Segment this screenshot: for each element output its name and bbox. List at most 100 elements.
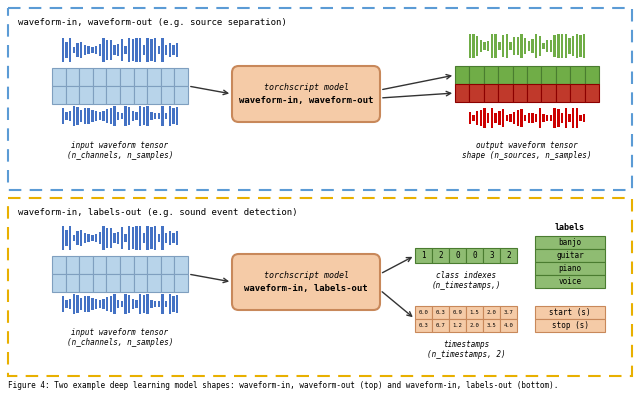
Bar <box>476 111 479 125</box>
Text: 3: 3 <box>489 251 494 260</box>
Text: waveform-in, waveform-out: waveform-in, waveform-out <box>239 96 373 105</box>
Bar <box>157 301 160 307</box>
Bar <box>102 38 104 62</box>
Bar <box>136 38 138 62</box>
Bar <box>484 66 498 84</box>
Bar <box>106 109 108 123</box>
Text: (n_channels, n_samples): (n_channels, n_samples) <box>67 151 173 160</box>
Bar <box>65 68 79 86</box>
Bar <box>65 86 79 104</box>
Bar <box>491 108 493 128</box>
Bar <box>584 84 599 102</box>
Bar <box>73 106 75 126</box>
Bar <box>109 39 112 60</box>
Text: 1.5: 1.5 <box>470 310 479 315</box>
Bar <box>564 34 567 58</box>
Bar <box>65 230 68 246</box>
Bar <box>113 106 116 126</box>
Bar <box>527 113 530 123</box>
Bar <box>154 113 156 119</box>
Bar <box>113 45 116 55</box>
Bar <box>570 66 584 84</box>
Bar <box>79 256 93 274</box>
Bar <box>516 110 519 126</box>
Text: 2: 2 <box>438 251 443 260</box>
Text: 3.5: 3.5 <box>486 323 497 328</box>
Bar <box>69 299 72 308</box>
Bar <box>513 112 515 124</box>
Text: labels: labels <box>555 223 585 232</box>
Bar <box>564 108 567 128</box>
Bar <box>495 34 497 58</box>
Text: 0: 0 <box>472 251 477 260</box>
Bar <box>535 114 538 122</box>
Bar <box>161 226 164 250</box>
Bar <box>61 226 64 250</box>
Text: guitar: guitar <box>556 251 584 260</box>
Bar <box>65 274 79 292</box>
Bar <box>61 296 64 312</box>
Bar <box>154 38 156 62</box>
Bar <box>128 295 131 313</box>
Bar <box>132 227 134 249</box>
Bar <box>84 233 86 243</box>
Bar <box>91 47 93 53</box>
Bar <box>88 296 90 312</box>
Bar <box>579 115 582 121</box>
Bar <box>491 34 493 58</box>
Bar <box>79 86 93 104</box>
Bar <box>161 256 174 274</box>
Bar <box>76 107 79 125</box>
Bar <box>128 107 131 125</box>
Bar <box>500 248 517 263</box>
Bar <box>121 301 123 307</box>
Bar <box>176 295 179 313</box>
Bar <box>557 34 559 58</box>
Text: torchscript model: torchscript model <box>264 82 349 92</box>
Bar <box>93 274 106 292</box>
Bar <box>568 114 571 122</box>
Bar <box>102 298 104 310</box>
Bar <box>483 108 486 128</box>
Bar <box>91 235 93 241</box>
Bar <box>134 274 147 292</box>
Bar <box>52 274 65 292</box>
Bar <box>466 319 483 332</box>
Bar <box>509 114 511 122</box>
Bar <box>168 106 171 126</box>
Bar <box>84 108 86 124</box>
Bar <box>95 234 97 242</box>
Text: voice: voice <box>559 277 582 286</box>
Bar <box>520 109 523 127</box>
Bar <box>468 34 471 58</box>
Bar <box>541 84 556 102</box>
Bar <box>550 40 552 52</box>
Bar <box>52 68 65 86</box>
Bar <box>84 45 86 55</box>
Bar <box>147 86 161 104</box>
Bar <box>80 110 83 122</box>
Bar <box>172 233 175 243</box>
Bar <box>61 108 64 124</box>
Bar <box>139 106 141 126</box>
Text: timestamps: timestamps <box>443 340 489 349</box>
Bar <box>527 84 541 102</box>
Bar <box>498 111 500 125</box>
Bar <box>69 111 72 121</box>
Bar <box>73 47 75 53</box>
Bar <box>124 294 127 314</box>
Bar <box>117 44 119 56</box>
Bar <box>502 35 504 57</box>
Bar <box>120 274 134 292</box>
Bar <box>99 300 101 308</box>
Bar <box>106 297 108 311</box>
Bar <box>583 113 586 123</box>
Bar <box>500 319 517 332</box>
Bar <box>561 34 563 58</box>
Text: 1: 1 <box>421 251 426 260</box>
Bar <box>99 44 101 56</box>
Text: stop (s): stop (s) <box>552 321 589 330</box>
Bar <box>136 226 138 250</box>
Bar <box>550 115 552 121</box>
Bar <box>161 68 174 86</box>
